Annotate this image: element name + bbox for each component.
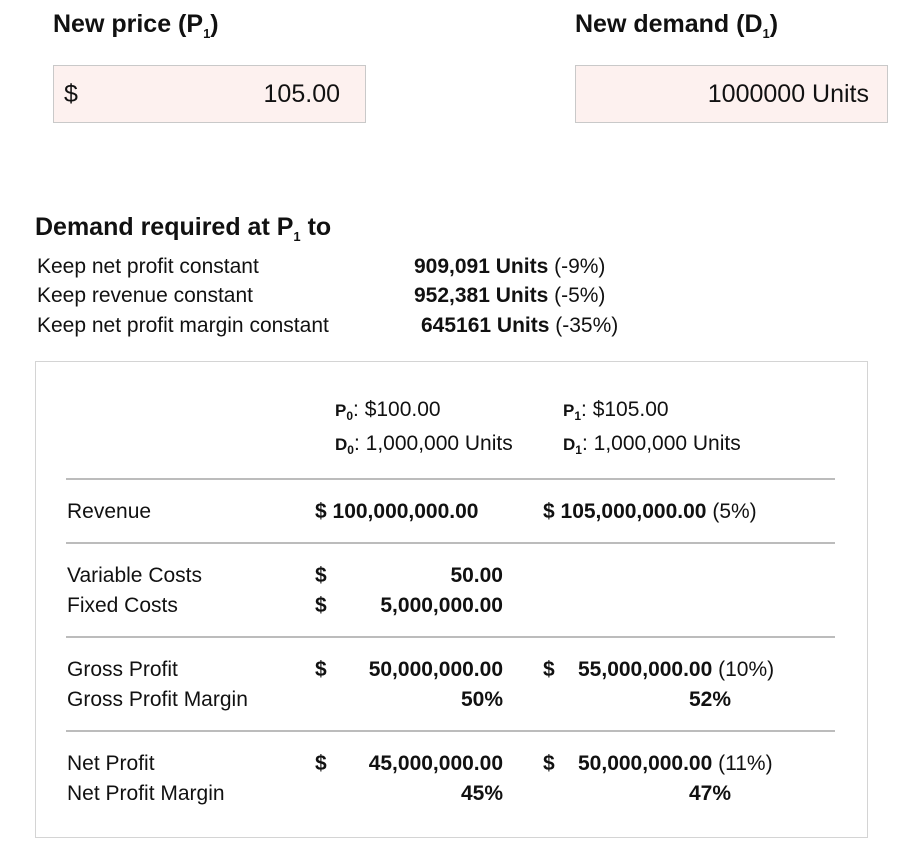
- d1-value: : 1,000,000 Units: [581, 432, 741, 455]
- d0-value: : 1,000,000 Units: [353, 432, 513, 455]
- variable-costs-dollar: $: [315, 564, 327, 587]
- fixed-costs-dollar: $: [315, 594, 327, 617]
- new-price-label: New price (P1): [53, 10, 219, 41]
- divider: [66, 730, 835, 732]
- new-price-value: 105.00: [263, 80, 340, 108]
- d1-symbol: D: [563, 435, 576, 454]
- keep-revenue-label: Keep revenue constant: [37, 284, 253, 307]
- p0-value: : $100.00: [353, 398, 441, 421]
- p1-header: P1: $105.00: [563, 398, 669, 423]
- p1-subscript: 1: [574, 409, 582, 423]
- new-demand-label-text: New demand (D: [575, 10, 763, 38]
- new-price-label-subscript: 1: [203, 26, 211, 41]
- variable-costs-value: 50.00: [450, 564, 503, 587]
- gross-profit-p1-amount: 55,000,000.00: [578, 658, 713, 681]
- net-profit-p1-value: 50,000,000.00 (11%): [578, 752, 773, 776]
- fixed-costs-value: 5,000,000.00: [380, 594, 503, 617]
- keep-net-profit-pct: (-9%): [548, 255, 606, 278]
- gross-profit-margin-p0: 50%: [460, 688, 503, 711]
- keep-margin-value: 645161 Units (-35%): [421, 314, 618, 338]
- net-profit-p1-pct: (11%): [712, 752, 773, 775]
- divider: [66, 542, 835, 544]
- fixed-costs-label: Fixed Costs: [67, 594, 178, 617]
- revenue-p1-value: $ 105,000,000.00 (5%): [543, 500, 757, 524]
- demand-required-title: Demand required at P1 to: [35, 213, 331, 244]
- new-price-label-text: New price (P: [53, 10, 204, 38]
- new-demand-input[interactable]: 1000000 Units: [575, 65, 888, 123]
- net-profit-label: Net Profit: [67, 752, 155, 775]
- p1-symbol: P: [563, 401, 575, 420]
- variable-costs-label: Variable Costs: [67, 564, 203, 587]
- currency-symbol: $: [64, 80, 78, 108]
- net-profit-margin-p1: 47%: [688, 782, 731, 805]
- gross-profit-p1-dollar: $: [543, 658, 555, 681]
- p1-value: : $105.00: [581, 398, 669, 421]
- revenue-p0-value: $ 100,000,000.00: [315, 500, 479, 523]
- gross-profit-p1-pct: (10%): [712, 658, 775, 681]
- p0-subscript: 0: [346, 409, 354, 423]
- comparison-panel: [35, 361, 868, 838]
- keep-margin-pct: (-35%): [549, 314, 619, 337]
- d1-subscript: 1: [575, 443, 582, 457]
- demand-required-title-suffix: to: [300, 213, 332, 241]
- gross-profit-p1-value: 55,000,000.00 (10%): [578, 658, 774, 682]
- net-profit-margin-p0: 45%: [460, 782, 503, 805]
- d0-symbol: D: [335, 435, 348, 454]
- gross-profit-label: Gross Profit: [67, 658, 178, 681]
- divider: [66, 636, 835, 638]
- keep-net-profit-units: 909,091 Units: [414, 255, 549, 278]
- demand-required-title-prefix: Demand required at P: [35, 213, 294, 241]
- keep-net-profit-label: Keep net profit constant: [37, 255, 259, 278]
- revenue-label: Revenue: [67, 500, 152, 523]
- net-profit-p1-amount: 50,000,000.00: [578, 752, 713, 775]
- revenue-p1-amount: $ 105,000,000.00: [543, 500, 707, 523]
- p0-symbol: P: [335, 401, 347, 420]
- new-price-input[interactable]: $ 105.00: [53, 65, 366, 123]
- net-profit-p0-dollar: $: [315, 752, 327, 775]
- d1-header: D1: 1,000,000 Units: [563, 432, 741, 457]
- keep-revenue-units: 952,381 Units: [414, 284, 549, 307]
- new-demand-label: New demand (D1): [575, 10, 779, 41]
- keep-revenue-value: 952,381 Units (-5%): [414, 284, 605, 308]
- gross-profit-p0-value: 50,000,000.00: [368, 658, 503, 681]
- new-demand-value: 1000000 Units: [707, 80, 869, 108]
- gross-profit-margin-p1: 52%: [688, 688, 731, 711]
- d0-subscript: 0: [347, 443, 354, 457]
- gross-profit-margin-label: Gross Profit Margin: [67, 688, 248, 711]
- keep-margin-units: 645161 Units: [421, 314, 550, 337]
- new-demand-label-subscript: 1: [762, 26, 770, 41]
- d0-header: D0: 1,000,000 Units: [335, 432, 513, 457]
- keep-revenue-pct: (-5%): [548, 284, 606, 307]
- gross-profit-p0-dollar: $: [315, 658, 327, 681]
- p0-header: P0: $100.00: [335, 398, 441, 423]
- keep-margin-label: Keep net profit margin constant: [37, 314, 329, 337]
- net-profit-p0-value: 45,000,000.00: [368, 752, 503, 775]
- demand-required-title-subscript: 1: [293, 229, 301, 244]
- divider: [66, 478, 835, 480]
- keep-net-profit-value: 909,091 Units (-9%): [414, 255, 605, 279]
- net-profit-p1-dollar: $: [543, 752, 555, 775]
- revenue-p1-pct: (5%): [706, 500, 757, 523]
- net-profit-margin-label: Net Profit Margin: [67, 782, 225, 805]
